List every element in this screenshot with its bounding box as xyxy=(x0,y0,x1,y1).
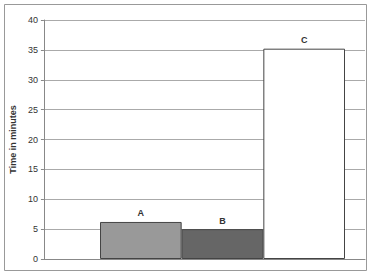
svg-text:40: 40 xyxy=(28,15,38,25)
svg-text:0: 0 xyxy=(33,254,38,264)
svg-text:5: 5 xyxy=(33,224,38,234)
svg-text:25: 25 xyxy=(28,105,38,115)
svg-text:15: 15 xyxy=(28,164,38,174)
svg-text:C: C xyxy=(301,35,308,45)
svg-text:35: 35 xyxy=(28,45,38,55)
svg-text:10: 10 xyxy=(28,194,38,204)
svg-text:A: A xyxy=(138,208,145,218)
svg-text:Time in minutes: Time in minutes xyxy=(8,105,18,173)
svg-text:B: B xyxy=(219,216,226,226)
svg-text:30: 30 xyxy=(28,75,38,85)
svg-text:20: 20 xyxy=(28,135,38,145)
